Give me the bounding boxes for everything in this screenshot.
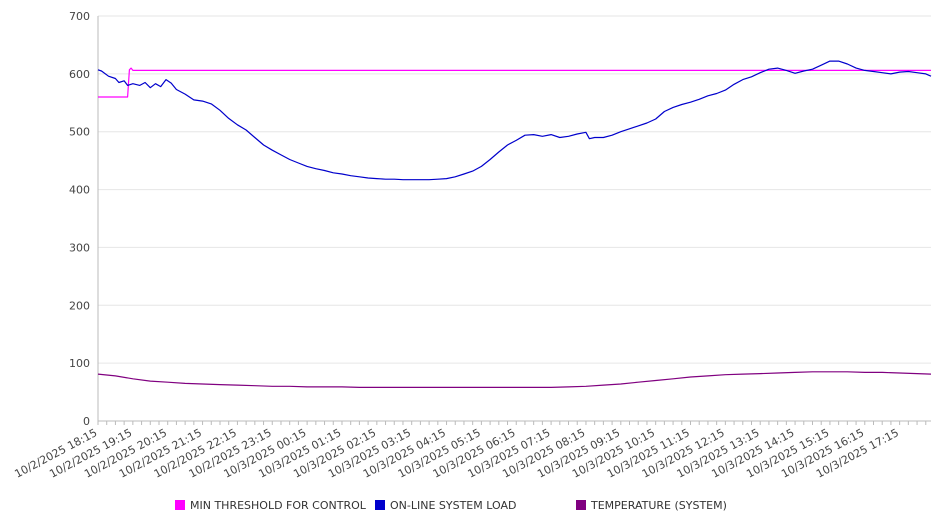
y-tick-label: 700 <box>69 10 90 23</box>
gridlines <box>98 15 931 364</box>
y-tick-label: 300 <box>69 241 90 254</box>
legend-label: ON-LINE SYSTEM LOAD <box>390 499 516 512</box>
y-tick-label: 400 <box>69 184 90 197</box>
legend-item-system-load: ON-LINE SYSTEM LOAD <box>375 499 516 512</box>
legend-swatch <box>175 500 185 510</box>
legend-item-temperature: TEMPERATURE (SYSTEM) <box>576 499 727 512</box>
y-tick-label: 200 <box>69 299 90 312</box>
legend-label: MIN THRESHOLD FOR CONTROL <box>190 499 367 512</box>
system-load-series-line <box>97 60 932 181</box>
axes <box>97 16 931 422</box>
legend-item-threshold: MIN THRESHOLD FOR CONTROL <box>175 499 367 512</box>
y-tick-label: 0 <box>83 415 90 428</box>
legend-swatch <box>375 500 385 510</box>
y-tick-label: 100 <box>69 357 90 370</box>
legend: MIN THRESHOLD FOR CONTROL ON-LINE SYSTEM … <box>175 499 727 512</box>
legend-label: TEMPERATURE (SYSTEM) <box>590 499 727 512</box>
y-tick-label: 600 <box>69 68 90 81</box>
temperature-series-line <box>97 371 932 388</box>
y-tick-label: 500 <box>69 126 90 139</box>
threshold-series-line <box>98 67 931 98</box>
y-axis-ticks: 0 100 200 300 400 500 600 700 <box>69 10 90 428</box>
series-lines <box>97 60 932 388</box>
legend-swatch <box>576 500 586 510</box>
